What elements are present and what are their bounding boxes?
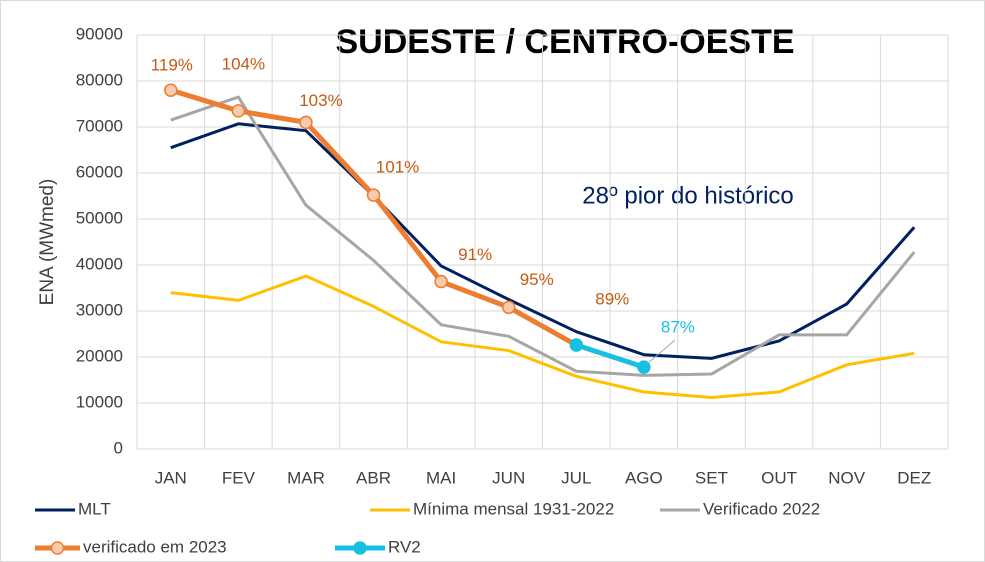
data-label: 95% bbox=[520, 270, 554, 289]
legend-label: MLT bbox=[78, 499, 111, 518]
marker bbox=[501, 300, 516, 315]
marker bbox=[299, 115, 313, 130]
marker bbox=[231, 104, 246, 118]
x-tick-label: MAR bbox=[287, 468, 325, 487]
marker bbox=[366, 188, 381, 202]
marker bbox=[569, 338, 584, 352]
y-axis-label: ENA (MWmed) bbox=[37, 179, 58, 306]
y-tick-label: 20000 bbox=[76, 346, 123, 365]
legend-label: verificado em 2023 bbox=[83, 537, 227, 556]
y-tick-label: 0 bbox=[114, 438, 123, 457]
leader-line bbox=[646, 339, 676, 365]
x-tick-label: OUT bbox=[761, 468, 797, 487]
y-tick-label: 40000 bbox=[76, 254, 123, 273]
series-line bbox=[170, 95, 916, 377]
series-line bbox=[170, 274, 915, 399]
y-tick-label: 10000 bbox=[76, 392, 123, 411]
x-tick-label: AGO bbox=[625, 468, 663, 487]
legend-marker bbox=[353, 541, 367, 555]
y-tick-label: 80000 bbox=[76, 70, 123, 89]
y-tick-label: 50000 bbox=[76, 208, 123, 227]
x-tick-label: FEV bbox=[222, 468, 256, 487]
data-label: 91% bbox=[458, 245, 492, 264]
legend-label: Mínima mensal 1931-2022 bbox=[413, 499, 614, 518]
marker bbox=[164, 83, 178, 97]
data-label: 89% bbox=[595, 290, 629, 309]
chart-title: SUDESTE / CENTRO-OESTE bbox=[335, 23, 794, 61]
x-tick-label: JAN bbox=[155, 468, 187, 487]
legend-marker bbox=[50, 541, 65, 555]
legend-label: RV2 bbox=[388, 537, 421, 556]
data-label: 104% bbox=[222, 54, 265, 73]
x-tick-label: NOV bbox=[828, 468, 866, 487]
x-tick-label: JUN bbox=[492, 468, 525, 487]
marker bbox=[434, 274, 448, 289]
y-tick-label: 60000 bbox=[76, 162, 123, 181]
data-label: 103% bbox=[299, 91, 342, 110]
x-tick-label: ABR bbox=[356, 468, 391, 487]
y-tick-label: 70000 bbox=[76, 116, 123, 135]
y-tick-label: 30000 bbox=[76, 300, 123, 319]
data-label: 87% bbox=[661, 318, 695, 337]
x-tick-label: DEZ bbox=[897, 468, 931, 487]
legend-label: Verificado 2022 bbox=[703, 499, 820, 518]
data-label: 101% bbox=[376, 158, 419, 177]
data-label: 119% bbox=[151, 56, 193, 75]
x-tick-label: SET bbox=[695, 468, 728, 487]
x-tick-label: JUL bbox=[561, 468, 591, 487]
y-tick-label: 90000 bbox=[76, 24, 123, 43]
series-line bbox=[575, 342, 645, 370]
annotation: 28º pior do histórico bbox=[582, 182, 794, 209]
x-tick-label: MAI bbox=[426, 468, 456, 487]
